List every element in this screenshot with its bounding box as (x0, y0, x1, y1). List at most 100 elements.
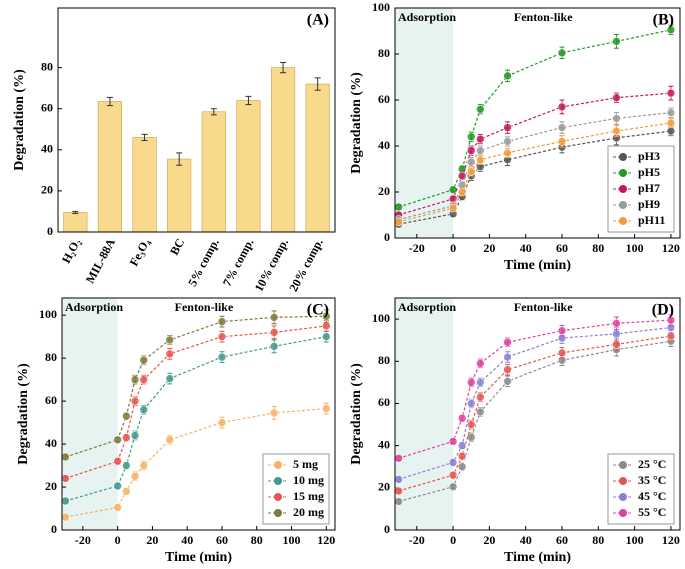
marker (476, 407, 485, 417)
x-tick-label: 0 (450, 241, 456, 255)
marker (130, 471, 140, 481)
marker (269, 342, 279, 351)
marker (394, 453, 403, 463)
x-tick-label: H₂O₂ (59, 236, 84, 266)
y-tick-label: 40 (378, 138, 390, 152)
y-tick-label: 0 (384, 522, 390, 536)
marker (269, 313, 279, 322)
marker (394, 217, 403, 227)
marker (457, 441, 467, 450)
plot-frame (61, 297, 336, 531)
x-tick-label: 0 (115, 533, 121, 547)
y-tick-label: 100 (39, 307, 57, 321)
x-tick-label: 80 (251, 533, 263, 547)
marker (666, 108, 676, 117)
adsorption-region (62, 298, 118, 530)
bar (97, 101, 123, 233)
marker (448, 482, 458, 492)
marker (612, 37, 621, 46)
bar (305, 83, 330, 233)
marker (448, 470, 458, 480)
y-axis-label: Degradation (%) (349, 363, 364, 465)
panel-label: (A) (307, 12, 329, 29)
marker (113, 456, 122, 466)
y-tick-label: 100 (372, 0, 390, 14)
marker (666, 126, 676, 136)
y-tick-label: 20 (41, 183, 53, 197)
marker (476, 146, 485, 155)
marker (113, 481, 122, 491)
marker (269, 328, 279, 337)
legend-marker (619, 493, 627, 501)
marker (448, 437, 458, 446)
marker (612, 340, 621, 349)
y-tick-label: 80 (378, 353, 390, 367)
y-tick-label: 60 (378, 395, 390, 409)
marker (61, 452, 70, 462)
marker (612, 319, 621, 328)
series-line (65, 336, 327, 502)
panel-label: (B) (653, 12, 674, 29)
legend-label: 55 °C (638, 505, 666, 519)
x-tick-label: 120 (662, 241, 680, 255)
marker (503, 71, 512, 81)
marker (557, 102, 567, 112)
adsorption-region (395, 8, 454, 238)
x-axis-label: Time (min) (504, 550, 571, 565)
y-tick-label: 80 (41, 59, 53, 73)
x-tick-label: 10% comp. (252, 236, 292, 294)
annotation: Adsorption (65, 300, 123, 314)
legend-marker (619, 185, 627, 193)
marker (448, 458, 458, 467)
marker (139, 355, 149, 365)
legend-box (607, 453, 675, 525)
marker (322, 332, 331, 341)
legend-label: 5 mg (293, 457, 318, 471)
marker (122, 461, 131, 470)
marker (503, 365, 512, 375)
marker (165, 335, 175, 345)
legend-label: pH11 (638, 213, 665, 227)
y-axis-label: Degradation (%) (349, 72, 364, 174)
marker (122, 487, 131, 496)
marker (394, 202, 403, 212)
y-tick-label: 0 (47, 224, 53, 238)
legend-marker (274, 477, 282, 485)
legend-box (262, 453, 330, 525)
legend-marker (619, 169, 627, 177)
legend-marker (274, 461, 282, 469)
y-axis-label: Degradation (%) (16, 363, 31, 465)
legend-marker (619, 461, 627, 469)
marker (113, 435, 122, 445)
marker (476, 359, 485, 368)
legend-marker (274, 509, 282, 517)
bar (167, 158, 192, 233)
x-axis-label: Time (min) (165, 550, 232, 565)
x-tick-label: 120 (317, 533, 335, 547)
y-tick-label: 60 (45, 393, 57, 407)
marker (217, 332, 227, 341)
legend-label: 20 mg (293, 505, 324, 519)
x-tick-label: -20 (409, 533, 425, 547)
marker (322, 311, 331, 321)
marker (557, 137, 567, 146)
plot-frame (394, 297, 681, 531)
marker (217, 352, 227, 362)
x-tick-label: Fe₃O₄ (127, 236, 153, 269)
marker (457, 451, 467, 461)
bar (132, 137, 157, 233)
marker (217, 418, 227, 427)
legend-label: 25 °C (638, 457, 666, 471)
marker (612, 93, 621, 102)
marker (457, 187, 467, 197)
x-tick-label: 100 (626, 533, 644, 547)
marker (139, 405, 149, 415)
marker (122, 411, 131, 421)
marker (476, 378, 485, 387)
x-tick-label: 20% comp. (286, 236, 326, 294)
legend-label: pH7 (638, 181, 660, 195)
annotation: Fenton-like (514, 10, 573, 24)
marker (466, 420, 476, 429)
y-tick-label: 20 (378, 480, 390, 494)
marker (139, 461, 149, 470)
